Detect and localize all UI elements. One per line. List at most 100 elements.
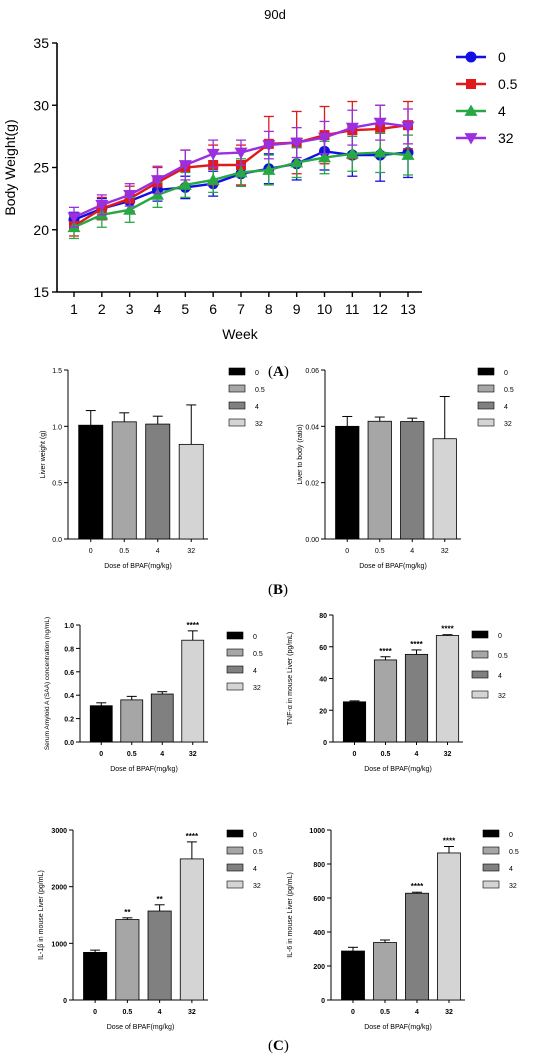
data-point [290,156,304,168]
bar [367,420,392,540]
significance-label: **** [379,647,392,656]
panel-label-c: (C) [268,1038,289,1054]
bar [400,421,425,540]
data-point [178,178,192,190]
liver-weight-bar-chart: 0.0 0.5 1.0 1.5 0 0.5 4 32 Dose of BPAF(mg/kg) Li… [40,367,265,570]
bar [115,919,140,1001]
significance-label: **** [410,640,423,649]
x-tick-label: 0.5 [375,548,385,555]
x-tick-label: 0.5 [119,548,129,555]
bar [335,425,360,540]
x-tick-label: 32 [441,548,449,555]
x-tick-label: 1 [70,301,78,317]
x-axis-label: Week [222,326,259,342]
legend-swatch [226,665,244,674]
legend-item-0: 0 [471,630,502,640]
x-tick-label: 32 [445,1009,453,1016]
legend-item-4: 4 [226,665,257,675]
data-point [123,203,137,215]
legend-swatch [477,401,495,410]
x-tick-label: 12 [372,301,388,317]
legend-swatch [228,367,246,376]
legend-label: 32 [253,685,261,692]
y-tick-label: 0.00 [305,537,319,544]
legend-item-0-5: 0.5 [482,846,519,856]
significance-label: ** [124,908,131,917]
legend-swatch [228,384,246,393]
legend-swatch [471,690,489,699]
x-axis-label: Dose of BPAF(mg/kg) [359,563,427,570]
legend-label: 32 [504,421,512,428]
legend-swatch [226,880,244,889]
panel-label-b: (B) [268,582,289,598]
legend-item-0: 0 [477,367,508,377]
legend-swatch [226,648,244,657]
legend-item-32: 32 [226,880,261,890]
saa-bar-chart: 0.0 0.2 0.4 0.6 0.8 1.0 0 0.5 4 **** 32 Dose of BPA… [44,617,263,773]
legend-label: 0.5 [509,849,519,856]
legend-label: 0.5 [255,387,265,394]
legend-item-4: 4 [471,670,502,680]
x-tick-label: 5 [181,301,189,317]
x-tick-label: 10 [317,301,333,317]
y-tick-label: 0.02 [305,481,319,488]
x-axis-label: Dose of BPAF(mg/kg) [364,1024,432,1031]
legend-item-4: 4 [228,401,259,411]
x-tick-label: 0 [353,751,357,758]
x-tick-label: 32 [188,1009,196,1016]
y-axis-label: IL-6 in mouse Liver (pg/mL) [287,872,294,958]
x-tick-label: 8 [265,301,273,317]
x-axis-label: Dose of BPAF(mg/kg) [104,563,172,570]
legend-item-0-5: 0.5 [226,846,263,856]
y-tick-label: 1000 [51,941,67,948]
y-tick-label: 60 [319,645,327,652]
bar [404,653,429,743]
legend-swatch [477,367,495,376]
x-tick-label: 4 [156,548,160,555]
y-axis-label: Liver weight (g) [40,431,47,479]
data-point [178,160,192,172]
y-tick-label: 800 [313,862,325,869]
legend-swatch [471,650,489,659]
legend-label: 32 [509,883,517,890]
legend-item-0-5: 0.5 [456,76,518,92]
x-tick-label: 0 [89,548,93,555]
legend-swatch [228,401,246,410]
bar [437,852,461,1001]
significance-label: **** [443,836,456,845]
data-point [401,121,415,133]
y-tick-label: 0.4 [64,693,74,700]
legend-item-32: 32 [226,682,261,692]
y-tick-label: 0.0 [52,537,62,544]
significance-label: **** [186,832,199,841]
legend-swatch [226,682,244,691]
data-point [234,165,248,178]
legend-label: 0 [509,832,513,839]
bar [435,635,460,743]
legend-label: 4 [255,404,259,411]
legend-item-4: 4 [482,863,513,873]
x-tick-label: 9 [293,301,301,317]
legend-swatch [226,846,244,855]
bar [179,858,204,1001]
legend-label: 32 [498,130,514,146]
legend-item-32: 32 [456,130,514,146]
legend-label: 0.5 [498,653,508,660]
x-tick-label: 7 [237,301,245,317]
bar [145,423,171,540]
y-tick-label: 0 [63,998,67,1005]
bar [150,693,174,743]
y-tick-label: 400 [313,930,325,937]
x-tick-label: 0 [351,1009,355,1016]
legend-swatch [471,630,489,639]
x-tick-label: 0 [99,751,103,758]
series-4 [67,131,415,240]
y-tick-label: 0.06 [305,368,319,375]
y-tick-label: 1.0 [52,424,62,431]
x-axis-label: Dose of BPAF(mg/kg) [110,766,178,773]
y-axis-label: Serum Amyloid A (SAA) concentration (ng/… [44,617,51,750]
y-tick-label: 1000 [309,828,325,835]
y-tick-label: 0.6 [64,670,74,677]
